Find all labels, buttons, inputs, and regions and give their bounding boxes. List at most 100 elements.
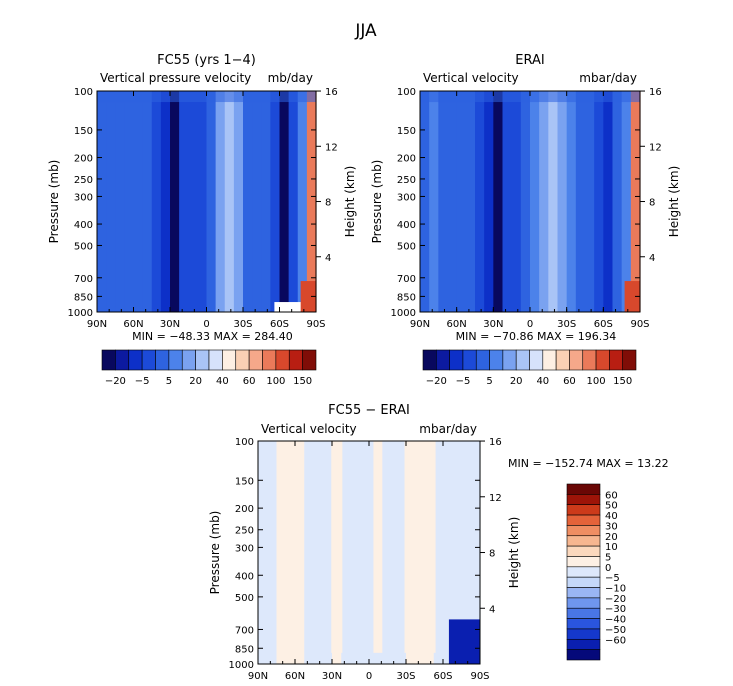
heatmap-column (475, 91, 485, 312)
heatmap-column (295, 441, 305, 664)
x-tick-label: 90N (410, 319, 430, 330)
heatmap-column (304, 441, 315, 664)
heatmap-column (420, 91, 430, 312)
y-tick-label: 150 (397, 126, 416, 137)
colorbar-swatch (595, 349, 610, 371)
y-tick-label: 1000 (68, 308, 93, 319)
heatmap-column (456, 91, 467, 312)
colorbar-swatch (566, 525, 601, 537)
colorbar-label: −60 (605, 635, 626, 646)
positive-band (331, 441, 343, 653)
colorbar-swatch (529, 349, 544, 371)
y-axis-label-right: Height (km) (667, 166, 681, 237)
colorbar-swatch (222, 349, 237, 371)
height-tick-label: 8 (649, 198, 655, 209)
x-tick-label: 30S (233, 319, 252, 330)
colorbar-label: 60 (563, 376, 576, 387)
y-tick-label: 400 (74, 220, 93, 231)
heatmap-column (270, 91, 281, 312)
colorbar-swatch (566, 628, 601, 640)
height-tick-label: 16 (489, 437, 502, 448)
heatmap-column (557, 91, 568, 312)
heatmap-column (603, 91, 614, 312)
y-tick-label: 200 (74, 154, 93, 165)
y-tick-label: 250 (235, 526, 254, 537)
x-tick-label: 60S (433, 671, 452, 682)
positive-band (404, 441, 436, 653)
masked-region (274, 302, 303, 312)
y-tick-label: 300 (235, 543, 254, 554)
heatmap-column (387, 441, 398, 664)
height-tick-label: 12 (489, 493, 502, 504)
heatmap-column (306, 91, 317, 312)
y-tick-label: 300 (74, 192, 93, 203)
figure-title: JJA (354, 21, 377, 41)
panel-title: FC55 (yrs 1−4) (157, 53, 256, 68)
y-tick-label: 200 (235, 504, 254, 515)
panel-title: ERAI (515, 53, 544, 68)
colorbar-swatch (566, 638, 601, 650)
heatmap-column (378, 441, 389, 664)
y-tick-label: 100 (235, 437, 254, 448)
colorbar-label: 10 (605, 542, 618, 553)
x-tick-label: 90N (87, 319, 107, 330)
x-tick-label: 60S (594, 319, 613, 330)
colorbar-swatch (566, 587, 601, 599)
colorbar-label: 20 (189, 376, 202, 387)
height-tick-label: 4 (325, 253, 331, 264)
y-tick-label: 500 (397, 241, 416, 252)
heatmap-column (267, 441, 278, 664)
colorbar-label: 100 (266, 376, 285, 387)
y-tick-label: 500 (235, 593, 254, 604)
x-tick-label: 30N (322, 671, 342, 682)
min-max-label: MIN = −70.86 MAX = 196.34 (456, 330, 617, 343)
heatmap-column (179, 91, 189, 312)
heatmap-column (470, 441, 481, 664)
panel-subtitle-left: Vertical velocity (261, 422, 357, 436)
y-tick-label: 100 (397, 87, 416, 98)
colorbar-label: −20 (426, 376, 447, 387)
heatmap-column (493, 91, 504, 312)
colorbar-swatch (566, 556, 601, 568)
height-tick-label: 12 (325, 142, 338, 153)
height-tick-label: 8 (489, 549, 495, 560)
heatmap-column (341, 441, 352, 664)
heatmap-column (438, 91, 449, 312)
heatmap-column (461, 441, 472, 664)
panel-fc55: FC55 (yrs 1−4) Vertical pressure velocity… (47, 53, 357, 387)
colorbar-label: −20 (605, 594, 626, 605)
colorbar-swatch (115, 349, 130, 371)
colorbar-swatch (181, 349, 196, 371)
x-tick-label: 0 (527, 319, 533, 330)
y-tick-label: 250 (74, 175, 93, 186)
min-max-label: MIN = −152.74 MAX = 13.22 (508, 457, 669, 470)
colorbar-label: 40 (605, 511, 618, 522)
heatmap-column (197, 91, 208, 312)
y-tick-label: 500 (74, 241, 93, 252)
panel-subtitle-left: Vertical velocity (423, 71, 519, 85)
y-tick-label: 1000 (391, 308, 416, 319)
colorbar-swatch (168, 349, 183, 371)
colorbar-label: −20 (105, 376, 126, 387)
colorbar-label: 5 (486, 376, 492, 387)
colorbar-swatch (141, 349, 156, 371)
heatmap-column (548, 91, 559, 312)
y-tick-label: 400 (235, 571, 254, 582)
colorbar-swatch (566, 535, 601, 547)
heatmap-column (188, 91, 198, 312)
heatmap-column (276, 441, 287, 664)
y-tick-label: 150 (235, 476, 254, 487)
heatmap-field (97, 91, 317, 312)
x-tick-label: 60N (123, 319, 143, 330)
y-tick-label: 700 (397, 274, 416, 285)
colorbar-swatch (566, 618, 601, 630)
colorbar-label: 150 (613, 376, 632, 387)
colorbar-swatch (515, 349, 530, 371)
colorbar-label: 150 (293, 376, 312, 387)
colorbar-label: 40 (536, 376, 549, 387)
heatmap-column (151, 91, 162, 312)
colorbar-swatch (566, 597, 601, 609)
colorbar-swatch (622, 349, 637, 371)
